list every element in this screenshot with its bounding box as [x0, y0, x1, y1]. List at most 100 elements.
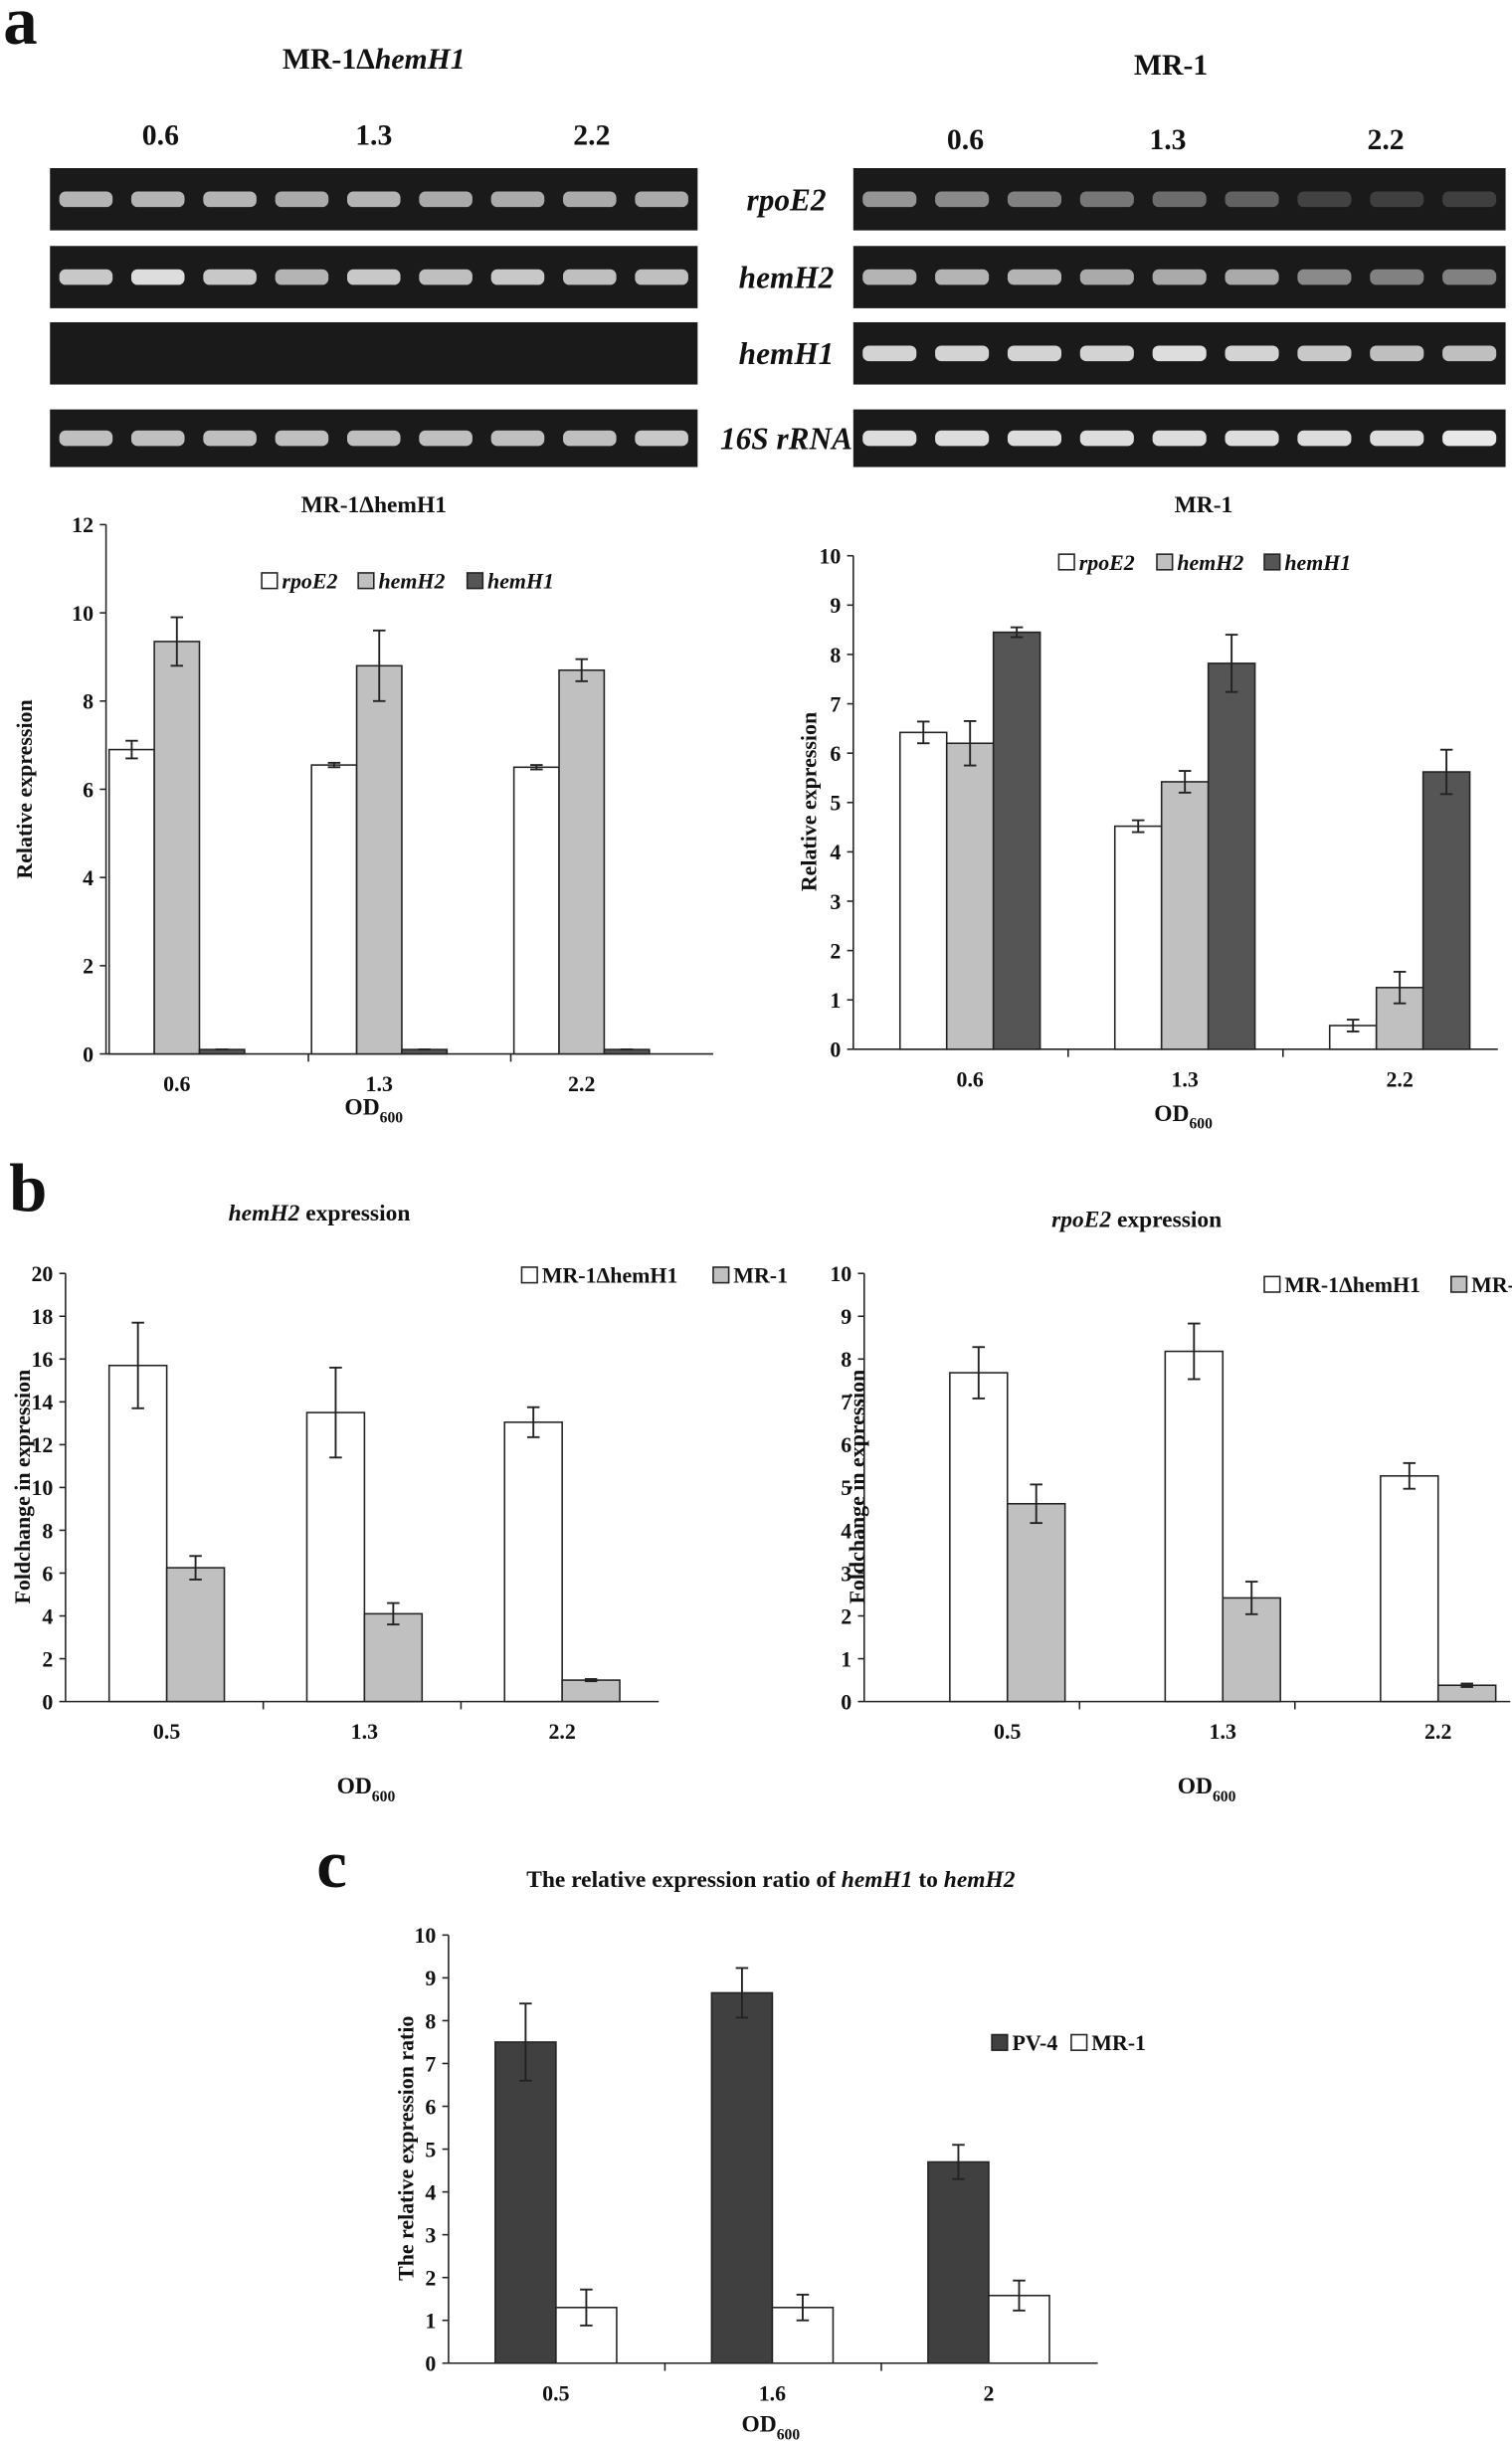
x-tick-label: 2.2 — [1424, 1719, 1451, 1744]
y-tick-label: 5 — [830, 791, 841, 816]
gel-band — [862, 191, 917, 208]
x-tick-label: 2.2 — [1386, 1066, 1413, 1091]
x-axis-label-main: OD — [337, 1774, 372, 1799]
gel-band — [1370, 269, 1424, 285]
error-bar — [972, 1346, 986, 1400]
gel-title-part: MR-1 — [1134, 50, 1208, 82]
y-axis-label: Relative expression — [797, 712, 822, 891]
bar — [558, 668, 606, 1055]
legend-label: MR-1ΔhemH1 — [1284, 1272, 1420, 1297]
x-axis-label: OD600 — [1154, 1101, 1213, 1133]
error-bar — [526, 1406, 540, 1438]
y-tick-label: 7 — [425, 2051, 436, 2076]
error-bar — [329, 1366, 342, 1459]
x-tick-label: 0.5 — [542, 2380, 569, 2405]
y-tick-label: 0 — [83, 1041, 94, 1066]
gel-band — [862, 269, 917, 285]
error-bar — [387, 1601, 400, 1626]
error-bar — [372, 629, 386, 702]
error-bar — [1188, 1322, 1201, 1381]
error-bar — [952, 2144, 965, 2180]
gel-band — [275, 269, 329, 285]
legend-swatch — [1070, 2033, 1088, 2051]
gel-band — [1442, 345, 1497, 362]
x-axis-label-sub: 600 — [1213, 1788, 1236, 1805]
error-bar — [916, 720, 930, 745]
bar — [165, 1567, 226, 1703]
x-axis-label-sub: 600 — [1189, 1116, 1213, 1133]
gel-band — [1297, 191, 1352, 208]
error-bar — [1178, 770, 1192, 794]
panel-letter: a — [3, 0, 37, 59]
bar — [310, 764, 358, 1055]
x-axis-label-sub: 600 — [372, 1788, 396, 1805]
gel-strip — [50, 321, 698, 385]
y-axis-label: The relative expression ratio — [393, 2016, 418, 2281]
error-bar — [519, 2002, 532, 2082]
gel-band — [347, 191, 401, 208]
error-bar — [575, 657, 588, 682]
legend-swatch — [466, 572, 484, 590]
x-axis-label: OD600 — [742, 2412, 801, 2441]
y-tick-label: 4 — [841, 1518, 851, 1543]
y-tick-label: 0 — [42, 1689, 53, 1714]
x-tick-label: 1.3 — [351, 1719, 378, 1744]
gel-band — [1007, 430, 1062, 447]
gel-band — [635, 269, 688, 285]
gel-band — [130, 191, 185, 208]
y-tick-label: 6 — [830, 741, 841, 766]
legend-swatch — [1450, 1275, 1468, 1293]
chart-title-part: expression — [1111, 1207, 1222, 1232]
error-bar — [1131, 819, 1145, 834]
x-tick-label: 2 — [983, 2380, 994, 2405]
x-axis-label-main: OD — [742, 2412, 777, 2438]
legend-label: hemH1 — [487, 569, 554, 594]
x-axis-label-main: OD — [1154, 1101, 1189, 1127]
gel-band — [59, 430, 113, 447]
x-tick-label: 0.6 — [163, 1071, 190, 1096]
error-bar — [1010, 626, 1024, 639]
gene-label: hemH1 — [739, 336, 835, 371]
gel-band — [935, 191, 990, 208]
gel-od-label: 2.2 — [1367, 124, 1404, 156]
gel-band — [130, 269, 185, 285]
legend-label: MR-1 — [1091, 2030, 1146, 2055]
bar — [945, 742, 995, 1050]
y-tick-label: 5 — [425, 2137, 436, 2161]
gel-band — [203, 269, 257, 285]
y-tick-label: 0 — [841, 1689, 851, 1714]
gel-band — [862, 345, 917, 362]
y-tick-label: 9 — [830, 593, 841, 618]
gel-band — [347, 269, 401, 285]
gel-band — [1152, 430, 1207, 447]
y-tick-label: 3 — [425, 2222, 436, 2247]
y-tick-label: 8 — [841, 1347, 851, 1372]
bar — [1222, 1596, 1281, 1703]
y-tick-label: 10 — [830, 1261, 851, 1286]
bar — [512, 766, 560, 1055]
bar — [107, 1364, 168, 1703]
gel-band — [1079, 269, 1134, 285]
y-tick-label: 2 — [425, 2265, 436, 2290]
gel-od-label: 0.6 — [947, 124, 984, 156]
gel-od-label: 2.2 — [573, 120, 610, 152]
error-bar — [1403, 1461, 1417, 1490]
bar — [1006, 1502, 1066, 1703]
gel-band — [1442, 191, 1497, 208]
y-tick-label: 2 — [841, 1603, 851, 1628]
bar — [153, 641, 201, 1055]
error-bar — [1013, 2279, 1026, 2312]
x-tick-label: 1.6 — [759, 2380, 786, 2405]
bar — [1421, 771, 1471, 1050]
y-tick-label: 10 — [31, 1475, 53, 1500]
error-bar — [1244, 1581, 1258, 1615]
y-tick-label: 6 — [425, 2094, 436, 2119]
error-bar — [1346, 1019, 1360, 1033]
y-tick-label: 3 — [841, 1561, 851, 1586]
y-tick-label: 1 — [830, 988, 841, 1013]
legend-label: rpoE2 — [282, 569, 337, 594]
error-bar — [1460, 1682, 1473, 1688]
chart-title-part: rpoE2 — [1051, 1207, 1111, 1232]
bar — [1380, 1475, 1439, 1703]
